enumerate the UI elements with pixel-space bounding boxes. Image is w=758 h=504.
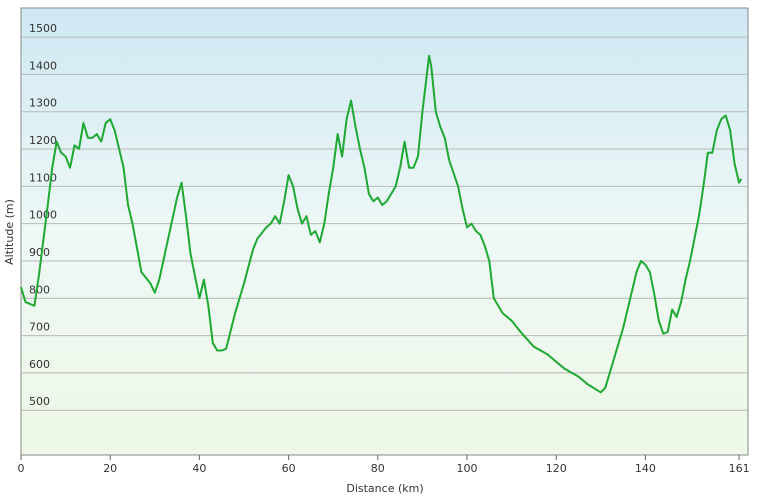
- x-tick-label: 20: [103, 462, 117, 475]
- y-tick-label: 1300: [29, 97, 57, 110]
- x-tick-label: 80: [371, 462, 385, 475]
- plot-area: [20, 7, 749, 456]
- x-tick-label: 140: [635, 462, 656, 475]
- y-tick-label: 900: [29, 246, 50, 259]
- x-tick-label: 100: [457, 462, 478, 475]
- y-tick-label: 600: [29, 358, 50, 371]
- y-tick-label: 1100: [29, 171, 57, 184]
- y-tick-label: 1000: [29, 209, 57, 222]
- y-axis-label: Altitude (m): [3, 199, 16, 265]
- x-tick-label: 60: [282, 462, 296, 475]
- x-tick-label: 120: [546, 462, 567, 475]
- y-tick-label: 1500: [29, 22, 57, 35]
- y-tick-label: 1400: [29, 59, 57, 72]
- x-tick-label: 40: [192, 462, 206, 475]
- y-tick-label: 800: [29, 283, 50, 296]
- x-tick-label: 0: [18, 462, 25, 475]
- y-tick-label: 500: [29, 395, 50, 408]
- y-tick-label: 1200: [29, 134, 57, 147]
- x-axis-label: Distance (km): [346, 482, 423, 495]
- x-tick-label: 161: [729, 462, 750, 475]
- altitude-line: [20, 54, 743, 394]
- y-tick-label: 700: [29, 321, 50, 334]
